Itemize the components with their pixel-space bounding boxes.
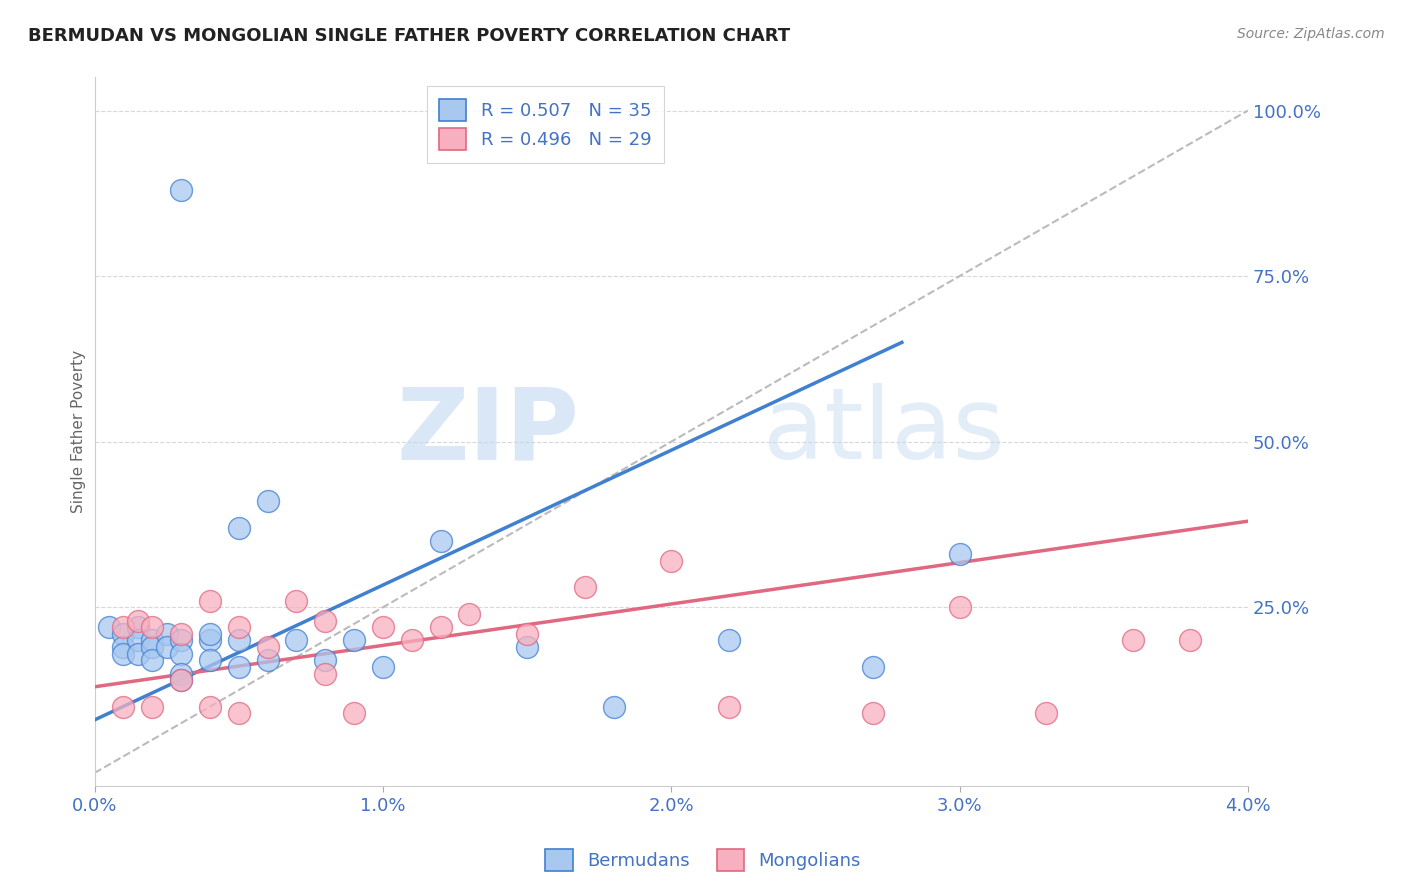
Point [256, 494, 278, 508]
Point [256, 640, 278, 654]
Point [170, 633, 193, 648]
Point [170, 183, 193, 197]
Point [228, 706, 250, 721]
Point [659, 554, 682, 568]
Point [198, 633, 221, 648]
Point [141, 699, 163, 714]
Point [198, 653, 221, 667]
Point [112, 699, 135, 714]
Point [948, 547, 970, 561]
Legend: R = 0.507   N = 35, R = 0.496   N = 29: R = 0.507 N = 35, R = 0.496 N = 29 [426, 87, 664, 163]
Point [343, 706, 366, 721]
Point [141, 653, 163, 667]
Point [127, 633, 149, 648]
Point [717, 699, 740, 714]
Point [112, 620, 135, 634]
Point [170, 673, 193, 688]
Y-axis label: Single Father Poverty: Single Father Poverty [72, 351, 86, 514]
Point [112, 627, 135, 641]
Point [314, 614, 336, 628]
Point [429, 534, 451, 549]
Point [256, 653, 278, 667]
Point [112, 640, 135, 654]
Point [717, 633, 740, 648]
Point [198, 593, 221, 607]
Point [141, 620, 163, 634]
Point [127, 620, 149, 634]
Point [458, 607, 481, 621]
Point [429, 620, 451, 634]
Point [314, 653, 336, 667]
Point [1035, 706, 1057, 721]
Text: Source: ZipAtlas.com: Source: ZipAtlas.com [1237, 27, 1385, 41]
Point [170, 666, 193, 681]
Point [948, 600, 970, 615]
Point [602, 699, 624, 714]
Text: BERMUDAN VS MONGOLIAN SINGLE FATHER POVERTY CORRELATION CHART: BERMUDAN VS MONGOLIAN SINGLE FATHER POVE… [28, 27, 790, 45]
Point [141, 633, 163, 648]
Point [228, 660, 250, 674]
Point [198, 699, 221, 714]
Point [516, 627, 538, 641]
Text: atlas: atlas [763, 384, 1005, 480]
Point [343, 633, 366, 648]
Point [285, 593, 308, 607]
Point [156, 640, 179, 654]
Point [862, 660, 884, 674]
Point [127, 647, 149, 661]
Legend: Bermudans, Mongolians: Bermudans, Mongolians [538, 842, 868, 879]
Point [285, 633, 308, 648]
Point [371, 660, 394, 674]
Point [228, 633, 250, 648]
Point [1121, 633, 1143, 648]
Point [112, 647, 135, 661]
Point [1178, 633, 1201, 648]
Point [371, 620, 394, 634]
Point [314, 666, 336, 681]
Point [516, 640, 538, 654]
Point [170, 627, 193, 641]
Point [198, 627, 221, 641]
Point [170, 647, 193, 661]
Point [156, 627, 179, 641]
Point [170, 673, 193, 688]
Point [141, 640, 163, 654]
Point [228, 620, 250, 634]
Point [228, 521, 250, 535]
Text: ZIP: ZIP [396, 384, 579, 480]
Point [127, 614, 149, 628]
Point [98, 620, 121, 634]
Point [401, 633, 423, 648]
Point [862, 706, 884, 721]
Point [574, 581, 596, 595]
